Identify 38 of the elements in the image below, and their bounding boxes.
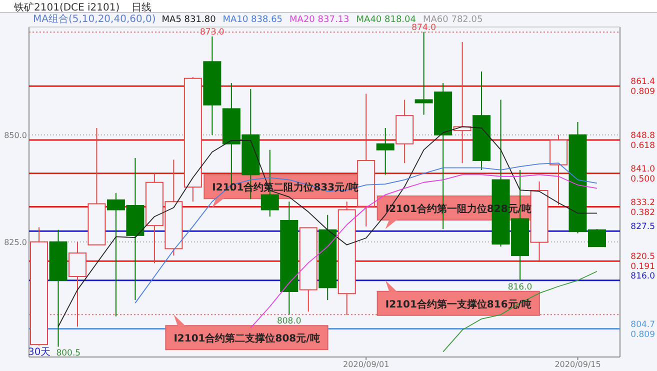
ref-line-label: 861.4 0.809 (630, 77, 655, 98)
annotation: 816.0 (508, 282, 532, 292)
candlestick (280, 201, 298, 316)
chart-subtitle: 日线 (132, 2, 152, 14)
text: MA20 837.13 (290, 15, 350, 25)
candlestick (338, 201, 356, 316)
text: MA5 831.80 (162, 15, 216, 25)
line-series (58, 126, 598, 328)
ref-line-label: 841.0 0.500 (630, 164, 655, 184)
candlestick (318, 214, 337, 301)
y-tick-label: 850.0 (4, 130, 27, 140)
ref-line-label: 833.2 0.382 (630, 198, 655, 218)
candlestick (396, 99, 414, 164)
annotation: I2101合约第二支撑位808元/吨 (174, 332, 320, 345)
candlestick (472, 71, 491, 170)
candlestick (203, 36, 222, 136)
x-tick-label: 2020/09/15 (554, 360, 601, 369)
y-tick-label: 825.0 (4, 238, 27, 247)
x-tick-label: 2020/09/01 (343, 360, 390, 369)
ref-line-label: 848.8 0.618 (630, 130, 655, 151)
chart-title: 铁矿2101(DCE i2101) (13, 2, 120, 14)
candlestick (376, 128, 394, 176)
annotation: 808.0 (276, 316, 302, 327)
text: MA10 838.65 (222, 15, 283, 25)
ref-line-label: 816.0 (630, 271, 655, 282)
candlestick (68, 241, 86, 328)
text: MA40 818.04 (356, 15, 416, 25)
legend-label: MA60 782.05 (423, 15, 483, 25)
candlestick (49, 229, 68, 348)
annotation: 874.0 (412, 23, 436, 34)
ref-line-label: 804.7 0.809 (630, 320, 655, 340)
ref-line-label: 820.5 0.191 (630, 252, 655, 272)
candlestick (530, 181, 548, 262)
candlestick (357, 93, 376, 227)
annotation: 873.0 (200, 27, 224, 38)
legend-title: MA组合(5,10,20,40,60,0) (33, 13, 156, 25)
annotation: 800.5 (56, 348, 81, 359)
ref-line-label: 827.5 (630, 222, 655, 232)
